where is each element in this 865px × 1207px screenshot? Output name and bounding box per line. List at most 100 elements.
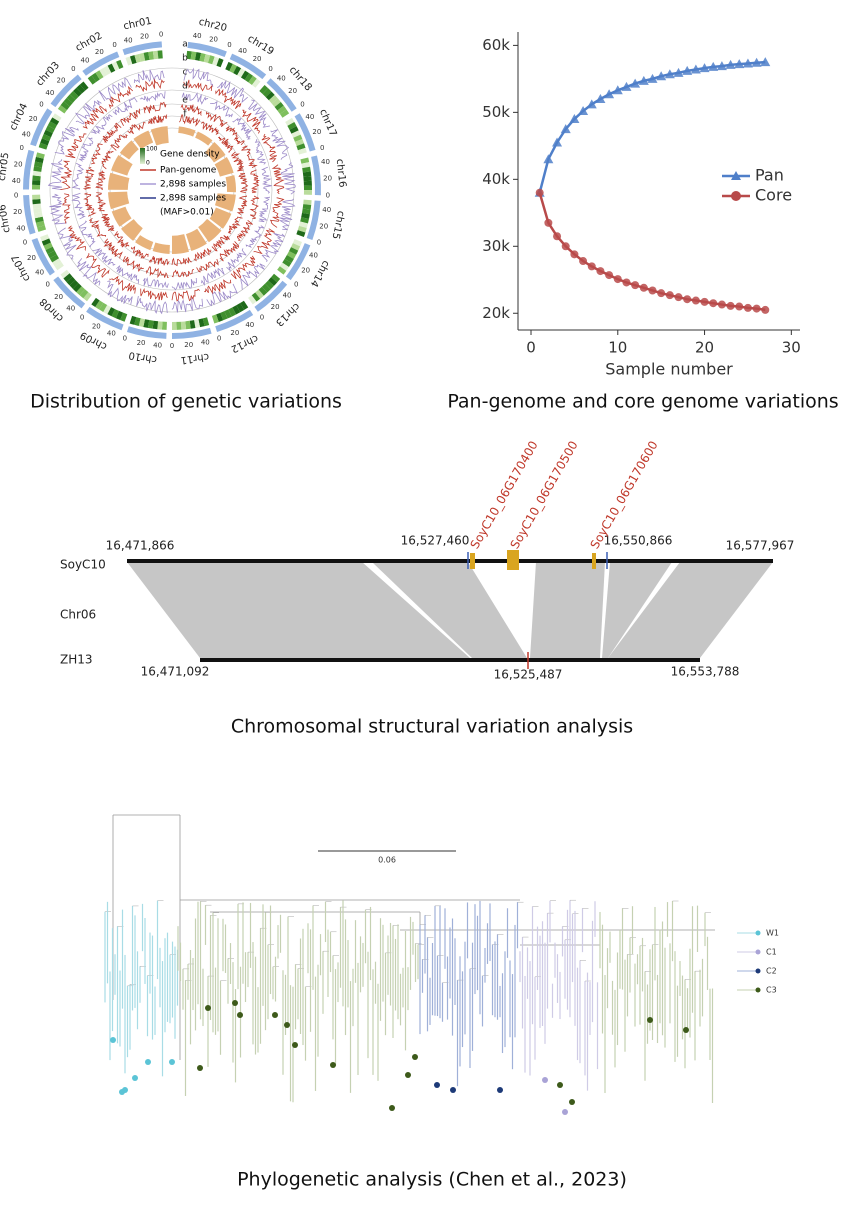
- legend-swatch: [140, 148, 145, 164]
- tick-label: 40: [322, 206, 331, 214]
- gene-density-cell: [111, 61, 120, 71]
- variation-track: [92, 248, 116, 266]
- gene-density-cell: [251, 292, 261, 302]
- variation-track: [201, 267, 225, 287]
- synteny-diagram: SoyC10 Chr06 ZH13 16,471,866 16,577,967 16,52…: [60, 439, 794, 682]
- variation-track: [226, 248, 247, 272]
- chromosome-label: chr11: [180, 351, 210, 366]
- tick-label: 20: [301, 266, 310, 274]
- variation-track: [108, 85, 134, 109]
- caption: Distribution of genetic variations: [30, 391, 342, 413]
- tick-label: 0: [20, 144, 24, 152]
- chromosome-band: [50, 74, 82, 108]
- gene-density-cell: [172, 321, 177, 330]
- gene-density-cell: [91, 72, 100, 82]
- tick-label: 20: [253, 55, 262, 63]
- variation-track: [218, 136, 234, 153]
- tick-label: 20: [319, 222, 328, 230]
- chromosome-band: [266, 78, 297, 112]
- gene-density-cell: [107, 63, 116, 73]
- gene-density-cell: [198, 318, 205, 328]
- variation-track: [83, 192, 97, 217]
- gene-density-cell: [52, 258, 62, 267]
- point: [630, 78, 641, 88]
- gene-density-cell: [32, 194, 41, 200]
- gene-density-cell: [261, 283, 271, 293]
- variation-track: [60, 160, 73, 191]
- gene-density-cell: [79, 289, 89, 299]
- gene-density-cell: [47, 250, 57, 259]
- variation-track: [204, 279, 232, 295]
- tick-label: 20: [29, 115, 38, 123]
- gene-density-cell: [45, 246, 55, 255]
- tip-marker: [569, 1099, 575, 1105]
- variation-track: [146, 266, 169, 279]
- point: [683, 295, 692, 304]
- tick-label: 0: [23, 238, 27, 246]
- gene-density-cell: [180, 321, 187, 330]
- coordinate-label: 16,471,092: [141, 665, 210, 679]
- point: [631, 281, 640, 290]
- inner-density: [135, 235, 154, 251]
- tick-label: 20: [57, 76, 66, 84]
- point: [578, 106, 589, 116]
- variation-track: [139, 91, 166, 102]
- variation-track: [148, 114, 168, 125]
- gene-density-cell: [211, 314, 219, 324]
- tip-marker: [132, 1075, 138, 1081]
- point: [691, 296, 700, 305]
- point: [674, 293, 683, 302]
- gene-density-cell: [34, 161, 43, 168]
- chromosome-label: chr19: [245, 33, 275, 57]
- chromosome-label: chr05: [0, 152, 12, 182]
- tick-label: 40: [321, 158, 330, 166]
- synteny-ribbon: [602, 562, 672, 658]
- tip-marker: [434, 1082, 440, 1088]
- variation-track: [210, 100, 233, 118]
- variation-track: [171, 278, 197, 291]
- track-label: d: [182, 82, 188, 92]
- tick-label: 20: [95, 48, 104, 56]
- tip-marker: [237, 1012, 243, 1018]
- gene-density-cell: [66, 276, 76, 286]
- legend-marker: [731, 171, 741, 180]
- point: [595, 93, 606, 103]
- variation-track: [71, 192, 86, 220]
- tip-marker: [562, 1109, 568, 1115]
- tip-marker: [292, 1042, 298, 1048]
- tick-label: 20: [209, 36, 218, 44]
- tick-label: 0: [170, 342, 174, 350]
- variation-track: [230, 255, 256, 280]
- tick-label: 0: [260, 313, 264, 321]
- gene-density-cell: [297, 147, 307, 155]
- gene-density-cell: [79, 81, 89, 91]
- variation-track: [82, 105, 108, 129]
- gene-density-cell: [134, 317, 141, 326]
- chromosome-band: [294, 113, 316, 152]
- gene-density-cell: [95, 300, 104, 310]
- variation-track: [171, 257, 192, 267]
- variation-track: [75, 99, 102, 125]
- gene-density-cell: [161, 321, 167, 330]
- gene-density-cell: [202, 317, 210, 327]
- point: [726, 301, 735, 310]
- gene-density-cell: [294, 138, 305, 147]
- gene-density-cell: [38, 142, 48, 150]
- coordinate-label: 16,550,866: [604, 534, 673, 548]
- variation-track: [201, 121, 220, 136]
- gene-density-cell: [290, 243, 301, 251]
- gene-density-cell: [33, 166, 42, 172]
- gene-density-cell: [32, 203, 42, 209]
- inner-density: [133, 130, 154, 150]
- tick-label: 40: [283, 291, 292, 299]
- gene-density-cell: [157, 321, 163, 330]
- variation-track: [109, 275, 136, 294]
- gene-density-cell: [52, 113, 62, 122]
- gene-density-cell: [57, 105, 68, 114]
- gene-density-cell: [286, 251, 297, 259]
- point: [586, 99, 597, 109]
- gene-density-cell: [34, 156, 44, 164]
- chromosome-band: [311, 155, 321, 196]
- legend-dot: [755, 968, 761, 974]
